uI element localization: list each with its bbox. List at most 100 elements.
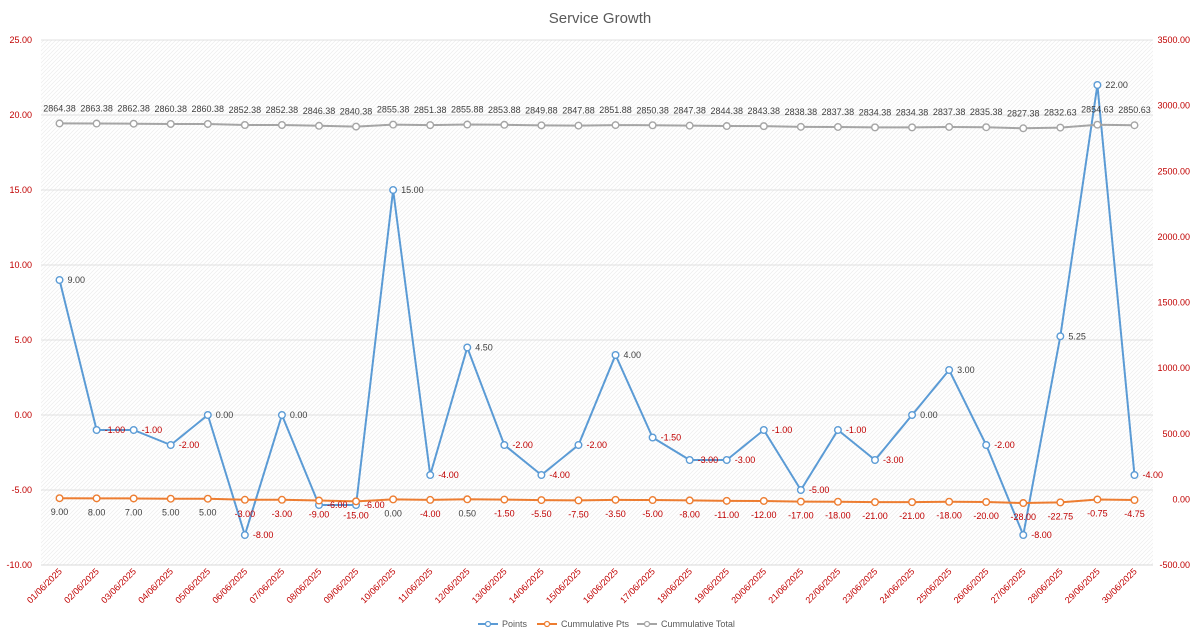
cummulative-total-data-label: 2850.63 bbox=[1118, 105, 1151, 115]
cummulative-pts-point bbox=[389, 495, 398, 504]
points-point bbox=[55, 276, 64, 285]
points-data-label: -1.50 bbox=[661, 433, 682, 443]
cummulative-pts-point bbox=[1019, 499, 1028, 508]
cummulative-pts-data-label: -4.75 bbox=[1124, 509, 1145, 519]
legend-marker-cummulative-total bbox=[643, 620, 651, 628]
cummulative-pts-data-label: -17.00 bbox=[788, 511, 814, 521]
cummulative-total-point bbox=[92, 119, 101, 128]
x-tick-label: 08/06/2025 bbox=[284, 566, 323, 605]
x-tick-label: 30/06/2025 bbox=[1100, 566, 1139, 605]
points-point bbox=[240, 531, 249, 540]
cummulative-total-data-label: 2846.38 bbox=[303, 106, 336, 116]
cummulative-total-data-label: 2850.38 bbox=[636, 105, 669, 115]
cummulative-total-point bbox=[277, 121, 286, 130]
cummulative-pts-point bbox=[648, 496, 657, 505]
cummulative-pts-point bbox=[945, 497, 954, 506]
points-point bbox=[92, 426, 101, 435]
points-data-label: -8.00 bbox=[253, 530, 274, 540]
cummulative-pts-data-label: -4.00 bbox=[420, 509, 441, 519]
cummulative-total-data-label: 2827.38 bbox=[1007, 108, 1040, 118]
cummulative-total-point bbox=[1130, 121, 1139, 130]
points-point bbox=[759, 426, 768, 435]
x-tick-label: 21/06/2025 bbox=[766, 566, 805, 605]
cummulative-total-point bbox=[1056, 123, 1065, 132]
y-left-tick-label: 25.00 bbox=[9, 35, 32, 45]
points-data-label: -5.00 bbox=[809, 485, 830, 495]
y-left-tick-label: 0.00 bbox=[14, 410, 32, 420]
cummulative-total-data-label: 2849.88 bbox=[525, 105, 558, 115]
cummulative-pts-data-label: 5.00 bbox=[199, 508, 217, 518]
legend-label-points: Points bbox=[502, 619, 528, 629]
cummulative-total-point bbox=[796, 122, 805, 131]
cummulative-pts-data-label: -21.00 bbox=[899, 511, 925, 521]
cummulative-pts-point bbox=[1130, 495, 1139, 504]
cummulative-pts-data-label: -7.50 bbox=[568, 509, 589, 519]
x-tick-label: 17/06/2025 bbox=[618, 566, 657, 605]
cummulative-total-point bbox=[648, 121, 657, 130]
points-data-label: -1.00 bbox=[846, 425, 867, 435]
points-point bbox=[463, 343, 472, 352]
points-point bbox=[537, 471, 546, 480]
cummulative-total-data-label: 2851.38 bbox=[414, 105, 447, 115]
cummulative-total-line bbox=[59, 122, 1135, 130]
cummulative-pts-data-label: -22.75 bbox=[1048, 511, 1074, 521]
cummulative-total-point bbox=[759, 122, 768, 131]
cummulative-pts-point bbox=[92, 494, 101, 503]
x-tick-label: 13/06/2025 bbox=[470, 566, 509, 605]
cummulative-total-data-label: 2847.88 bbox=[562, 106, 595, 116]
x-tick-label: 16/06/2025 bbox=[581, 566, 620, 605]
cummulative-total-data-label: 2838.38 bbox=[785, 107, 818, 117]
legend-marker-points bbox=[484, 620, 492, 628]
points-data-label: -6.00 bbox=[327, 500, 348, 510]
points-data-label: 0.00 bbox=[290, 410, 308, 420]
points-data-label: -2.00 bbox=[994, 440, 1015, 450]
cummulative-total-data-label: 2847.38 bbox=[673, 106, 706, 116]
cummulative-pts-point bbox=[166, 494, 175, 503]
cummulative-total-data-label: 2834.38 bbox=[859, 107, 892, 117]
points-point bbox=[611, 351, 620, 360]
legend: Points Cummulative Pts Cummulative Total bbox=[478, 619, 735, 629]
cummulative-pts-point bbox=[352, 497, 361, 506]
points-data-label: 9.00 bbox=[68, 275, 86, 285]
cummulative-pts-data-label: 8.00 bbox=[88, 507, 106, 517]
points-point bbox=[1093, 80, 1102, 89]
cummulative-total-data-label: 2843.38 bbox=[748, 106, 781, 116]
cummulative-pts-data-label: -18.00 bbox=[936, 511, 962, 521]
x-tick-label: 23/06/2025 bbox=[840, 566, 879, 605]
cummulative-total-point bbox=[55, 119, 64, 128]
cummulative-pts-data-label: -5.00 bbox=[642, 509, 663, 519]
cummulative-total-point bbox=[352, 122, 361, 131]
cummulative-pts-point bbox=[1056, 498, 1065, 507]
cummulative-pts-data-label: -11.00 bbox=[714, 510, 739, 520]
y-left-tick-label: 20.00 bbox=[9, 110, 32, 120]
cummulative-pts-data-label: -12.00 bbox=[751, 510, 777, 520]
x-tick-label: 19/06/2025 bbox=[692, 566, 731, 605]
points-data-label: 4.00 bbox=[624, 350, 642, 360]
cummulative-pts-data-label: 0.00 bbox=[384, 508, 402, 518]
points-point bbox=[982, 441, 991, 450]
cummulative-pts-point bbox=[315, 496, 324, 505]
cummulative-pts-data-label: -21.00 bbox=[862, 511, 888, 521]
points-data-label: -6.00 bbox=[364, 500, 385, 510]
cummulative-total-point bbox=[240, 121, 249, 130]
points-data-label: -3.00 bbox=[883, 455, 904, 465]
cummulative-pts-data-label: 0.50 bbox=[459, 508, 477, 518]
cummulative-total-data-label: 2832.63 bbox=[1044, 108, 1077, 118]
series bbox=[55, 80, 1139, 540]
points-data-label: -4.00 bbox=[549, 470, 570, 480]
cummulative-pts-data-label: 5.00 bbox=[162, 508, 180, 518]
x-tick-label: 25/06/2025 bbox=[915, 566, 954, 605]
y-right-tick-label: 3000.00 bbox=[1157, 101, 1190, 111]
points-data-label: -8.00 bbox=[1031, 530, 1052, 540]
points-point bbox=[833, 426, 842, 435]
y-right-tick-label: 1500.00 bbox=[1157, 298, 1190, 308]
points-data-label: 0.00 bbox=[920, 410, 938, 420]
points-data-label: -1.00 bbox=[105, 425, 126, 435]
cummulative-total-data-label: 2851.88 bbox=[599, 105, 632, 115]
cummulative-total-point bbox=[611, 121, 620, 130]
y-left-tick-label: -10.00 bbox=[6, 560, 32, 570]
points-data-label: -4.00 bbox=[1142, 470, 1163, 480]
points-point bbox=[908, 411, 917, 420]
x-tick-label: 14/06/2025 bbox=[507, 566, 546, 605]
